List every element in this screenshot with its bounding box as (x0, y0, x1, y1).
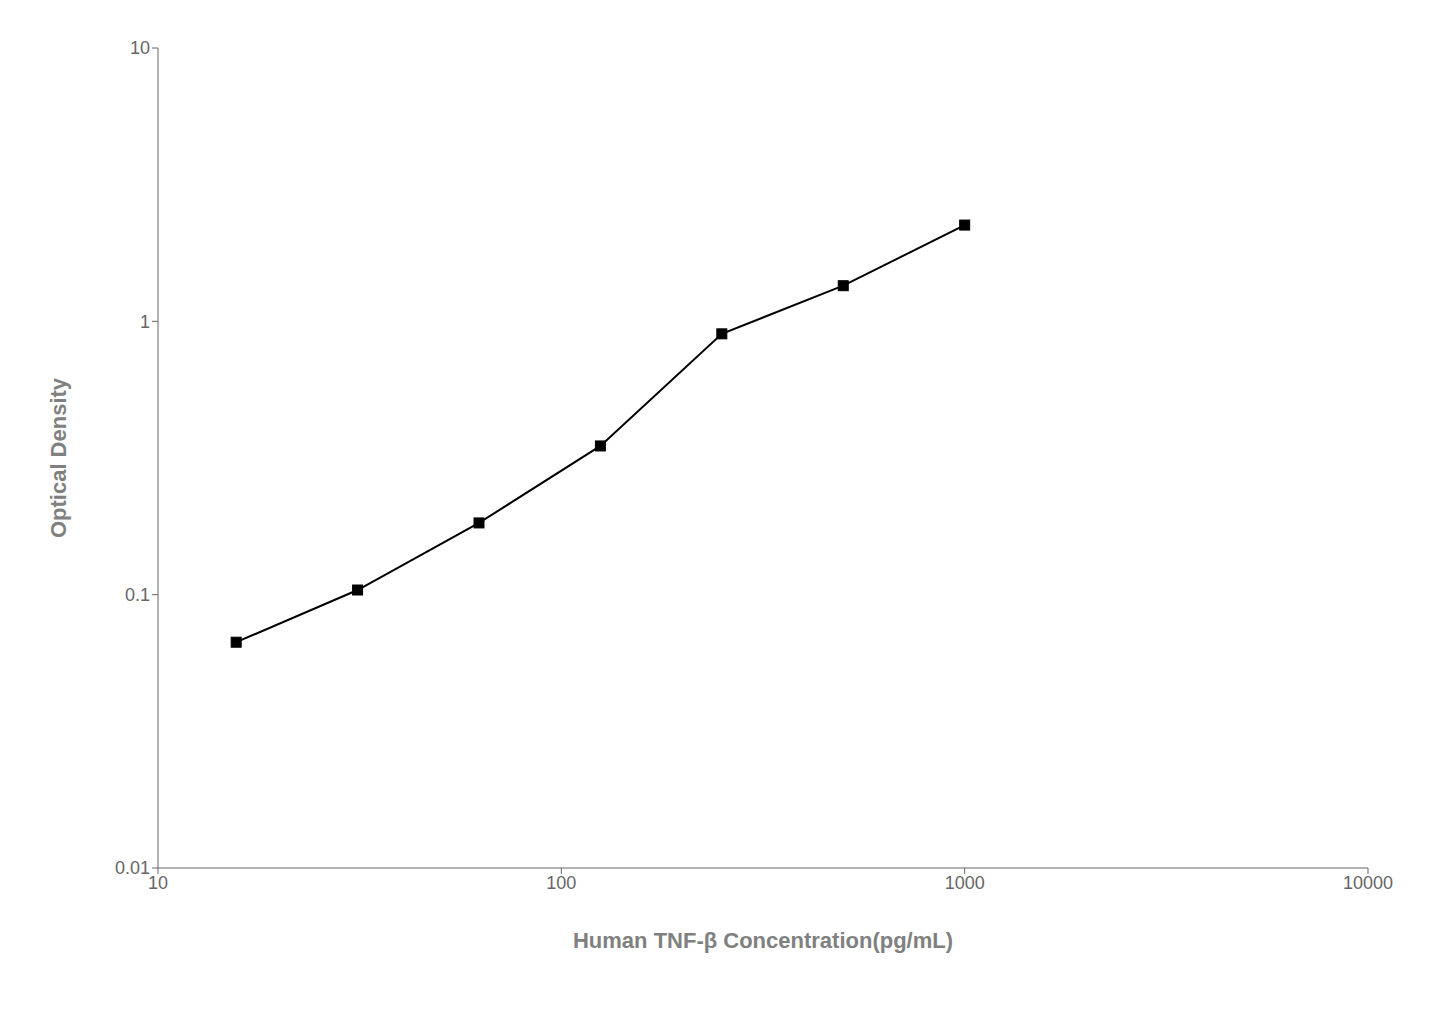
svg-text:0.01: 0.01 (115, 858, 150, 878)
svg-text:10000: 10000 (1343, 873, 1393, 893)
svg-text:10: 10 (130, 38, 150, 58)
svg-text:10: 10 (148, 873, 168, 893)
svg-text:1000: 1000 (945, 873, 985, 893)
svg-text:100: 100 (546, 873, 576, 893)
svg-text:Optical Density: Optical Density (46, 377, 71, 538)
svg-text:Human TNF-β Concentration(pg/m: Human TNF-β Concentration(pg/mL) (573, 928, 953, 953)
svg-text:0.1: 0.1 (125, 585, 150, 605)
svg-text:1: 1 (140, 312, 150, 332)
